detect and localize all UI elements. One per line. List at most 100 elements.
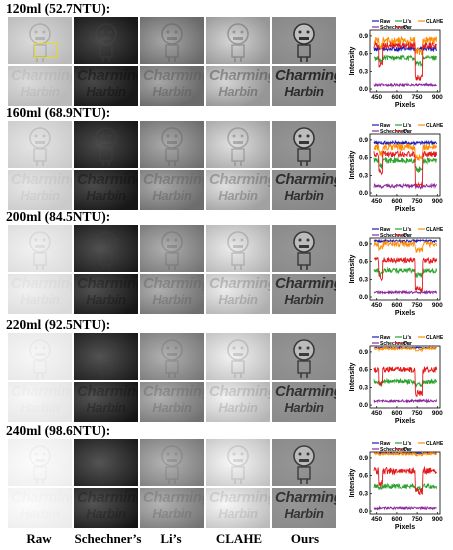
x-tick-label: 900 [432, 516, 443, 523]
sign-text-charming: Charming [209, 67, 270, 84]
row-label-220ml: 220ml (92.5NTU): [6, 317, 111, 332]
sign-text-charming: Charming [77, 489, 138, 506]
series-line-lis [373, 266, 438, 279]
y-tick-label: 0.9 [359, 455, 368, 462]
tile-ours-crop-row4: Charming Harbin [272, 382, 336, 422]
sign-text-harbin: Harbin [152, 188, 192, 203]
y-tick-label: 0.3 [359, 172, 368, 179]
tile-clahe-crop-row2: Charming Harbin [206, 170, 270, 210]
tile-raw-crop-row4: Charming Harbin [8, 382, 72, 422]
tile-schechner-crop-row5: Charming Harbin [74, 488, 138, 528]
tile-ours-crop-row2: Charming Harbin [272, 170, 336, 210]
x-tick-label: 600 [391, 198, 402, 205]
intensity-chart-row1: 450 600 750 900 0.0 0.3 0.6 0.9 Pixels Intensity R… [346, 18, 446, 115]
sign-text-charming: Charming [275, 67, 336, 84]
sign-text-charming: Charming [143, 171, 204, 188]
x-axis-label: Pixels [395, 418, 415, 425]
legend-label: CLAHE [426, 19, 444, 25]
sign-text-charming: Charming [275, 171, 336, 188]
x-tick-label: 600 [391, 410, 402, 417]
tile-lis-full-row5 [140, 439, 204, 486]
region-of-interest-box [34, 43, 58, 58]
sign-text-charming: Charming [11, 67, 72, 84]
series-line-ours [373, 365, 438, 398]
sign-text-charming: Charming [77, 171, 138, 188]
tile-lis-full-row2 [140, 121, 204, 168]
sign-text-charming: Charming [11, 383, 72, 400]
legend-label: Our [403, 25, 412, 31]
tile-ours-full-row5 [272, 439, 336, 486]
sign-text-charming: Charming [143, 67, 204, 84]
x-tick-label: 900 [432, 410, 443, 417]
legend-label: Our [403, 129, 412, 135]
series-line-raw [373, 139, 438, 146]
sign-text-charming: Charming [11, 171, 72, 188]
row-label-160ml: 160ml (68.9NTU): [6, 105, 111, 120]
legend-label: Schechner’s [380, 447, 410, 453]
y-tick-label: 0.9 [359, 33, 368, 40]
legend-label: CLAHE [426, 123, 444, 129]
legend-label: Schechner’s [380, 233, 410, 239]
series-line-clahe [373, 345, 437, 353]
sign-text-charming: Charming [209, 275, 270, 292]
x-tick-label: 600 [391, 94, 402, 101]
sign-text-harbin: Harbin [284, 506, 324, 521]
y-axis-label: Intensity [349, 469, 356, 498]
intensity-chart-row5: 450 600 750 900 0.0 0.3 0.6 0.9 Pixels Intensity R… [346, 440, 446, 537]
intensity-chart-row3: 450 600 750 900 0.0 0.3 0.6 0.9 Pixels Intensity R… [346, 226, 446, 323]
intensity-chart-svg: 450 600 750 900 0.0 0.3 0.6 0.9 Pixels Intensity R… [349, 123, 444, 213]
y-tick-label: 0.9 [359, 349, 368, 356]
tile-clahe-crop-row3: Charming Harbin [206, 274, 270, 314]
sign-text-charming: Charming [275, 275, 336, 292]
series-line-lis [373, 156, 438, 174]
x-tick-label: 750 [412, 198, 423, 205]
tile-raw-crop-row1: Charming Harbin [8, 66, 72, 106]
y-tick-label: 0.3 [359, 68, 368, 75]
row-label-200ml: 200ml (84.5NTU): [6, 209, 111, 224]
series-line-schechners [373, 182, 438, 190]
sign-text-harbin: Harbin [11, 506, 69, 521]
legend-label: Raw [380, 335, 390, 341]
sign-text-harbin: Harbin [284, 292, 324, 307]
tile-clahe-crop-row4: Charming Harbin [206, 382, 270, 422]
series-line-ours [373, 149, 438, 187]
y-tick-label: 0.6 [359, 51, 368, 58]
column-label-clahe: CLAHE [215, 531, 263, 546]
tile-clahe-crop-row1: Charming Harbin [206, 66, 270, 106]
sign-text-charming: Charming [11, 275, 72, 292]
legend-label: Li’s [403, 227, 412, 233]
tile-clahe-full-row5 [206, 439, 270, 486]
intensity-chart-svg: 450 600 750 900 0.0 0.3 0.6 0.9 Pixels Intensity R… [349, 335, 444, 425]
sign-text-charming: Charming [77, 383, 138, 400]
legend-label: Our [403, 341, 412, 347]
y-tick-label: 0.9 [359, 241, 368, 248]
y-tick-label: 0.0 [359, 190, 368, 197]
tile-raw-full-row5 [8, 439, 72, 486]
tile-schechner-crop-row3: Charming Harbin [74, 274, 138, 314]
sign-text-charming: Charming [11, 489, 72, 506]
tile-ours-full-row4 [272, 333, 336, 380]
tile-raw-full-row3 [8, 225, 72, 272]
sign-text-harbin: Harbin [20, 84, 60, 99]
sign-text-harbin: Harbin [86, 506, 126, 521]
legend-label: Schechner’s [380, 129, 410, 135]
intensity-chart-row2: 450 600 750 900 0.0 0.3 0.6 0.9 Pixels Intensity R… [346, 122, 446, 219]
column-label-lis: Li’s [160, 531, 182, 546]
tile-schechner-crop-row4: Charming Harbin [74, 382, 138, 422]
series-line-clahe [373, 35, 438, 56]
x-tick-label: 450 [371, 410, 382, 417]
sign-text-harbin: Harbin [218, 506, 258, 521]
column-label-schechner: Schechner’s [74, 531, 142, 546]
x-axis-label: Pixels [395, 524, 415, 531]
series-line-lis [373, 377, 438, 389]
sign-text-charming: Charming [143, 489, 204, 506]
sign-text-harbin: Harbin [20, 188, 60, 203]
sign-text-harbin: Harbin [152, 506, 192, 521]
sign-text-charming: Charming [275, 383, 336, 400]
sign-text-charming: Charming [209, 383, 270, 400]
series-line-clahe [373, 239, 438, 253]
x-tick-label: 750 [412, 410, 423, 417]
legend-label: Raw [380, 227, 390, 233]
sign-text-charming: Charming [275, 489, 336, 506]
tile-schechner-full-row3 [74, 225, 138, 272]
